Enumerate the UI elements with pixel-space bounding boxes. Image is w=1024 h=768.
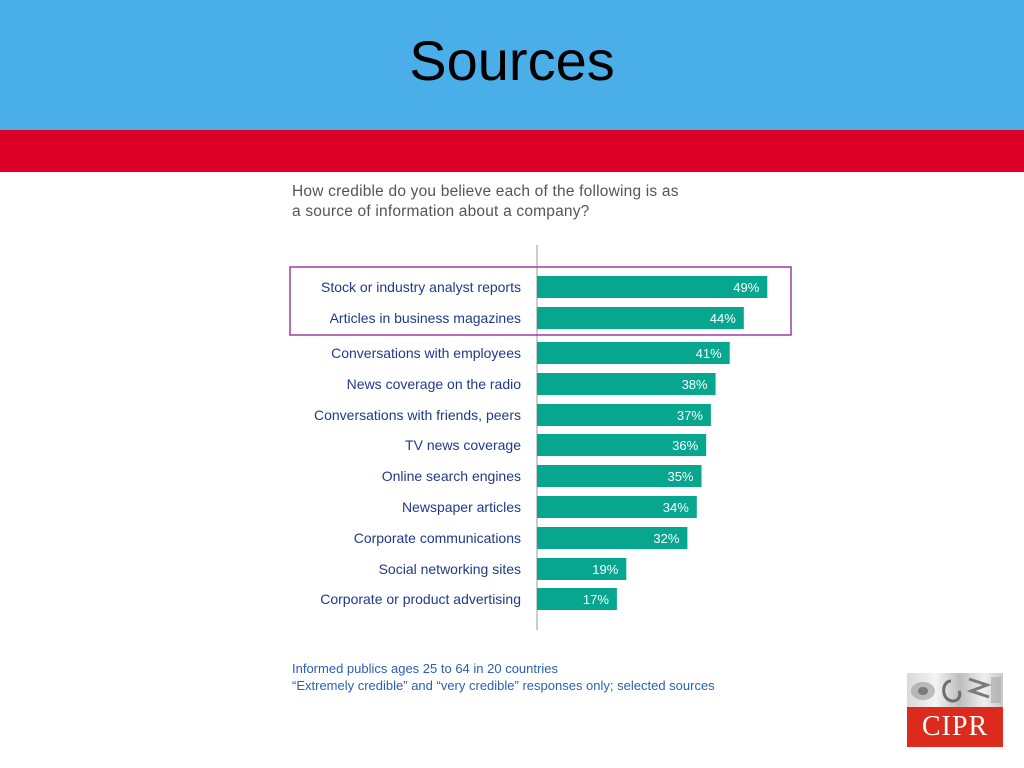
bar-value-label: 17%	[583, 592, 609, 607]
category-label: News coverage on the radio	[347, 376, 522, 392]
footnote: Informed publics ages 25 to 64 in 20 cou…	[292, 661, 852, 694]
bar-value-label: 37%	[677, 408, 703, 423]
red-band	[0, 130, 1024, 172]
bar	[537, 496, 697, 518]
bar-value-label: 19%	[592, 562, 618, 577]
cipr-logo: CIPR	[907, 673, 1003, 747]
bar	[537, 558, 627, 580]
footnote-line-1: Informed publics ages 25 to 64 in 20 cou…	[292, 661, 558, 676]
bar-value-label: 41%	[696, 346, 722, 361]
bar	[537, 307, 744, 329]
bar	[537, 588, 617, 610]
question-line-1: How credible do you believe each of the …	[292, 183, 679, 200]
bar	[537, 276, 768, 298]
category-label: TV news coverage	[405, 437, 521, 453]
category-label: Social networking sites	[379, 561, 521, 577]
bar-value-label: 34%	[663, 500, 689, 515]
title-band	[0, 0, 1024, 130]
bar-value-label: 35%	[667, 469, 693, 484]
bar-value-label: 32%	[653, 531, 679, 546]
bar-value-label: 44%	[710, 311, 736, 326]
category-label: Conversations with friends, peers	[314, 407, 521, 423]
footnote-line-2: “Extremely credible” and “very credible”…	[292, 677, 715, 693]
category-label: Online search engines	[382, 468, 521, 484]
chart-question: How credible do you believe each of the …	[292, 182, 792, 222]
question-line-2: a source of information about a company?	[292, 203, 590, 220]
category-label: Conversations with employees	[331, 345, 521, 361]
highlight-box	[289, 266, 792, 336]
bar	[537, 342, 730, 364]
category-label: Corporate communications	[354, 530, 521, 546]
bar-chart: Stock or industry analyst reports 49% Arti…	[289, 245, 792, 630]
slide-title: Sources	[409, 29, 615, 92]
bar	[537, 465, 702, 487]
bar-value-label: 36%	[672, 438, 698, 453]
logo-wordmark: CIPR	[907, 707, 1003, 747]
category-label: Newspaper articles	[402, 499, 521, 515]
logo-artwork	[907, 673, 1003, 707]
bar-value-label: 38%	[682, 377, 708, 392]
category-label: Articles in business magazines	[330, 310, 521, 326]
bar	[537, 404, 711, 426]
bar-value-label: 49%	[733, 280, 759, 295]
category-label: Corporate or product advertising	[320, 591, 521, 607]
bar	[537, 527, 688, 549]
bar	[537, 373, 716, 395]
bar	[537, 434, 707, 456]
category-label: Stock or industry analyst reports	[321, 279, 521, 295]
